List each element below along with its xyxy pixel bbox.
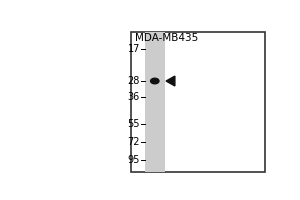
Text: 55: 55: [128, 119, 140, 129]
Bar: [130, 32, 266, 172]
Text: MDA-MB435: MDA-MB435: [135, 33, 198, 43]
Text: 17: 17: [128, 44, 140, 54]
Text: 95: 95: [128, 155, 140, 165]
Text: 36: 36: [128, 92, 140, 102]
Polygon shape: [166, 76, 175, 86]
Text: 28: 28: [128, 76, 140, 86]
Circle shape: [151, 78, 159, 84]
Text: 72: 72: [128, 137, 140, 147]
Bar: [145, 32, 165, 172]
